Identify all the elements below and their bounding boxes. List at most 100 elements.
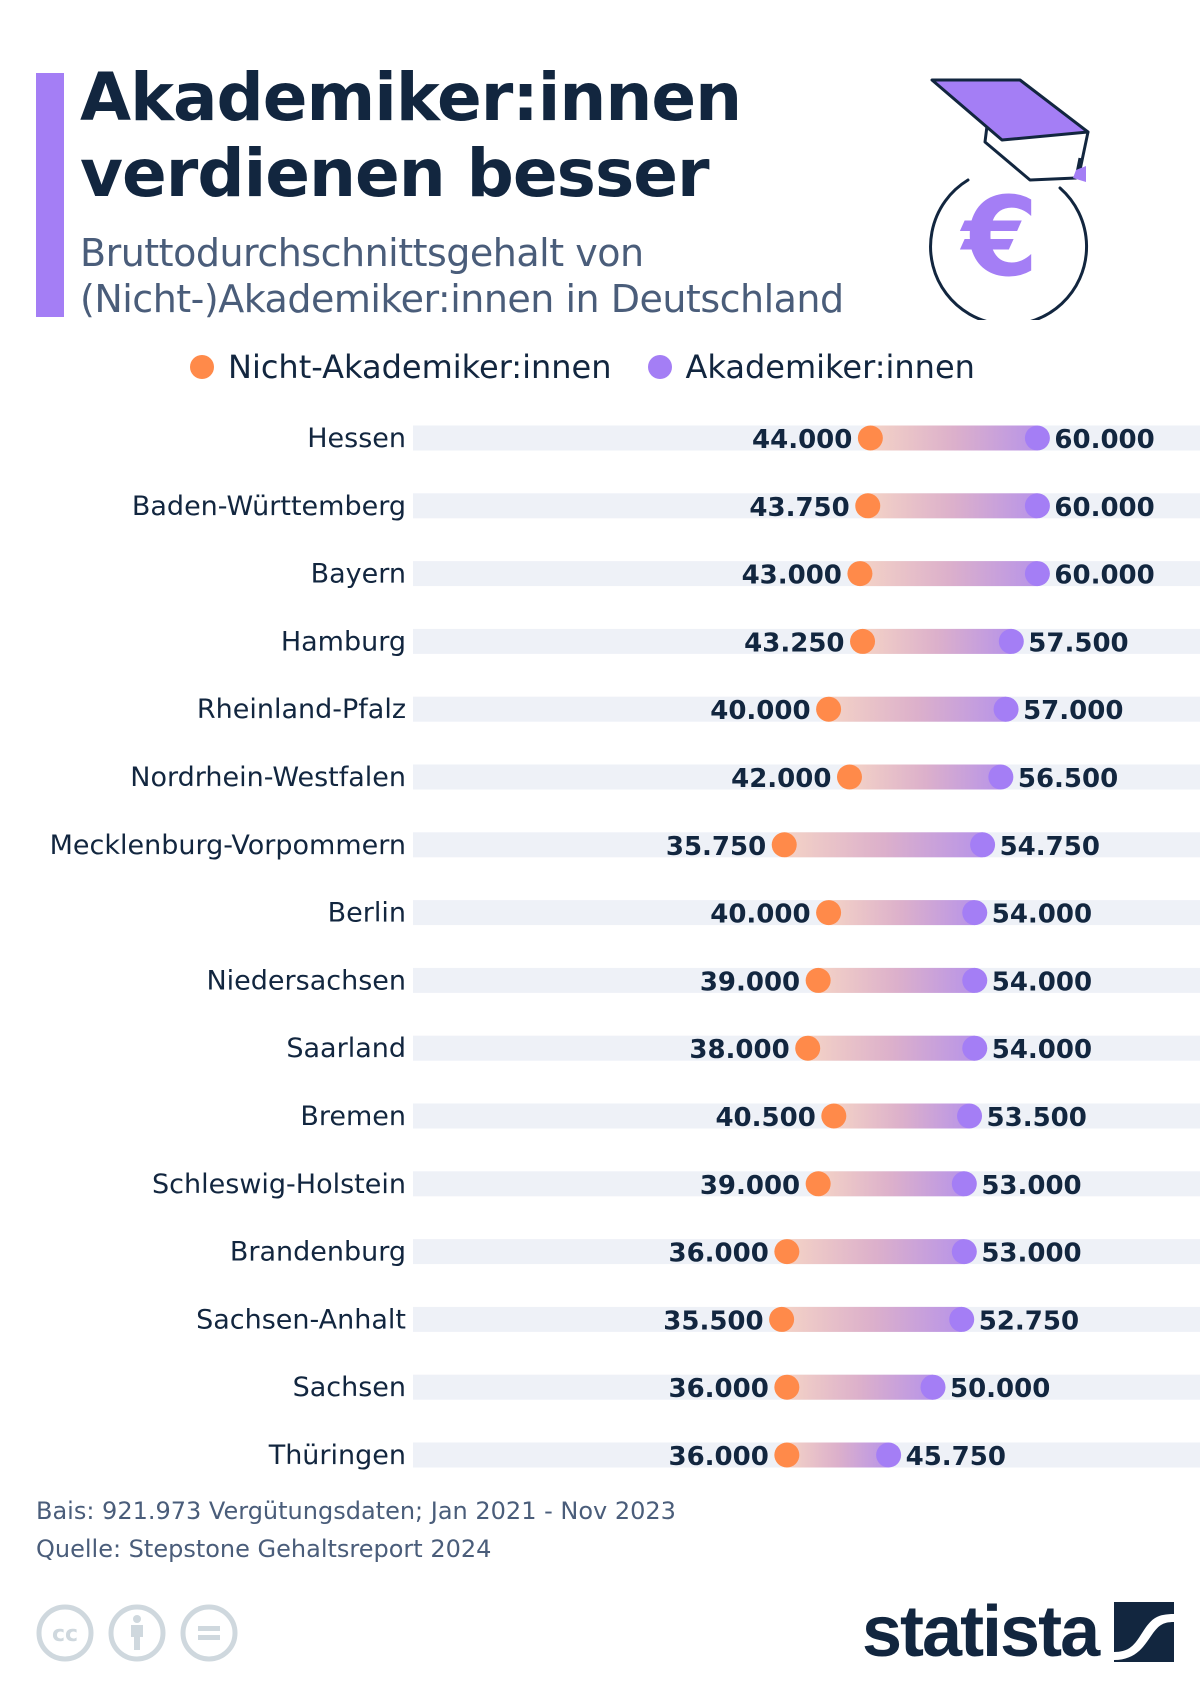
value-label-academic: 54.750 [1000, 832, 1100, 862]
dot-non-academic [805, 967, 831, 993]
range-connector [859, 561, 1038, 587]
row-label: Schleswig-Holstein [152, 1169, 406, 1200]
dot-academic [962, 967, 988, 993]
range-connector [818, 1171, 965, 1197]
no-derivatives-icon[interactable] [180, 1604, 238, 1662]
footer-basis: Bais: 921.973 Vergütungsdaten; Jan 2021 … [36, 1497, 676, 1525]
row-track [413, 628, 1200, 654]
range-connector [828, 696, 1007, 722]
svg-text:cc: cc [52, 1622, 78, 1647]
row-label: Rheinland-Pfalz [197, 694, 406, 725]
value-label-academic: 52.750 [979, 1306, 1079, 1336]
license-icons: cc [36, 1604, 238, 1662]
row-label: Saarland [286, 1033, 406, 1064]
range-connector [867, 493, 1038, 519]
dot-non-academic [816, 696, 842, 722]
subtitle-line-1: Bruttodurchschnittsgehalt von [80, 231, 644, 275]
creative-commons-icon[interactable]: cc [36, 1604, 94, 1662]
dot-non-academic [850, 628, 876, 654]
value-label-academic: 54.000 [992, 900, 1092, 930]
value-label-non-academic: 43.000 [742, 561, 842, 591]
value-label-non-academic: 40.000 [710, 900, 810, 930]
row-label: Mecklenburg-Vorpommern [50, 830, 406, 861]
range-connector [781, 1306, 962, 1332]
dot-academic [951, 1171, 977, 1197]
dot-non-academic [805, 1171, 831, 1197]
value-label-non-academic: 43.750 [749, 493, 849, 523]
value-label-non-academic: 35.500 [663, 1306, 763, 1336]
range-connector [807, 1035, 975, 1061]
row-track [413, 425, 1200, 451]
value-label-non-academic: 44.000 [752, 425, 852, 455]
dot-non-academic [774, 1442, 800, 1468]
svg-text:€: € [959, 173, 1039, 301]
row-track [413, 493, 1200, 519]
range-connector [786, 1374, 933, 1400]
row-label: Berlin [328, 898, 406, 929]
chart-row: Schleswig-Holstein 39.000 53.000 [152, 1169, 1200, 1201]
row-label: Bayern [311, 559, 406, 590]
dot-academic [1024, 425, 1050, 451]
statista-logo-icon [1114, 1602, 1175, 1662]
dot-academic [876, 1442, 902, 1468]
dot-academic [1024, 493, 1050, 519]
chart-row: Brandenburg 36.000 53.000 [230, 1237, 1200, 1269]
chart-row: Berlin 40.000 54.000 [328, 898, 1200, 930]
row-label: Baden-Württemberg [132, 491, 406, 522]
dot-non-academic [836, 764, 862, 790]
statista-logo[interactable]: statista [862, 1592, 1175, 1672]
chart-row: Bayern 43.000 60.000 [311, 559, 1200, 591]
graduation-cap-euro-coin-icon: € [929, 78, 1090, 320]
chart-row: Nordrhein-Westfalen 42.000 56.500 [130, 762, 1200, 794]
dot-academic [1024, 561, 1050, 587]
value-label-academic: 53.500 [987, 1103, 1087, 1133]
chart-title: Akademiker:innen verdienen besser [80, 59, 742, 212]
chart-row: Bremen 40.500 53.500 [300, 1101, 1200, 1133]
legend-item-academic: Akademiker:innen [647, 348, 975, 386]
title-accent-bar [36, 73, 64, 317]
row-label: Brandenburg [230, 1237, 406, 1268]
row-label: Sachsen-Anhalt [196, 1304, 406, 1335]
legend-label-academic: Akademiker:innen [685, 348, 975, 386]
value-label-non-academic: 36.000 [668, 1374, 768, 1404]
value-label-academic: 54.000 [992, 967, 1092, 997]
chart-row: Saarland 38.000 54.000 [286, 1033, 1200, 1065]
dot-academic [962, 900, 988, 926]
value-label-non-academic: 38.000 [689, 1035, 789, 1065]
dot-academic [962, 1035, 988, 1061]
row-label: Hessen [307, 423, 406, 454]
dot-academic [949, 1306, 975, 1332]
value-label-non-academic: 42.000 [731, 764, 831, 794]
range-connector [786, 1442, 889, 1468]
chart-row: Thüringen 36.000 45.750 [268, 1440, 1200, 1472]
footer-source: Quelle: Stepstone Gehaltsreport 2024 [36, 1535, 492, 1563]
dot-non-academic [795, 1035, 821, 1061]
legend-label-non-academic: Nicht-Akademiker:innen [228, 348, 612, 386]
title-line-2: verdienen besser [80, 135, 710, 212]
value-label-academic: 60.000 [1054, 561, 1154, 591]
value-label-academic: 60.000 [1054, 493, 1154, 523]
dot-non-academic [816, 900, 842, 926]
title-line-1: Akademiker:innen [80, 59, 742, 136]
row-label: Thüringen [268, 1440, 406, 1471]
value-label-academic: 57.500 [1028, 628, 1128, 658]
dot-academic [993, 696, 1019, 722]
range-connector [784, 832, 983, 858]
value-label-non-academic: 40.000 [710, 696, 810, 726]
dot-academic [988, 764, 1014, 790]
range-connector [849, 764, 1001, 790]
value-label-academic: 45.750 [906, 1442, 1006, 1472]
value-label-non-academic: 36.000 [668, 1442, 768, 1472]
dot-academic [951, 1239, 977, 1265]
attribution-icon[interactable] [108, 1604, 166, 1662]
range-connector [862, 628, 1012, 654]
chart-row: Baden-Württemberg 43.750 60.000 [132, 491, 1200, 523]
row-label: Niedersachsen [206, 965, 406, 996]
dot-academic [957, 1103, 983, 1129]
chart-row: Hamburg 43.250 57.500 [281, 626, 1200, 658]
row-label: Nordrhein-Westfalen [130, 762, 406, 793]
value-label-academic: 54.000 [992, 1035, 1092, 1065]
value-label-non-academic: 35.750 [666, 832, 766, 862]
chart-row: Rheinland-Pfalz 40.000 57.000 [197, 694, 1200, 726]
